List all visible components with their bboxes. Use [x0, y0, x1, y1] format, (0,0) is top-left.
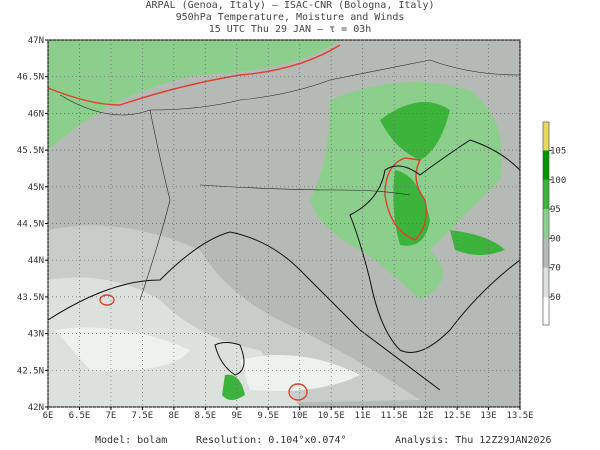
colorbar-frame [542, 121, 550, 326]
x-tick-label: 11E [355, 411, 371, 421]
moist-area [393, 170, 430, 246]
footer-analysis: Analysis: Thu 12Z29JAN2026 [395, 435, 552, 446]
y-tick-label: 45N [28, 183, 44, 193]
y-tick-label: 46.5N [17, 73, 44, 83]
moist-area [48, 40, 340, 150]
map-field [48, 40, 520, 407]
y-tick-label: 46N [28, 109, 44, 119]
header-line: ARPAL (Genoa, Italy) — ISAC-CNR (Bologna… [146, 0, 435, 11]
x-tick-label: 6.5E [69, 411, 91, 421]
coastline [214, 342, 245, 376]
border [139, 109, 171, 301]
footer-resolution: Resolution: 0.104°x0.074° [196, 435, 347, 446]
moist-area [380, 102, 450, 160]
y-tick-label: 44.5N [17, 220, 44, 230]
footer-model: Model: bolam [95, 435, 167, 446]
x-tick-label: 12.5E [444, 411, 471, 421]
colorbar-label: 95 [550, 205, 561, 215]
y-tick-label: 42.5N [17, 366, 44, 376]
colorbar-segment [543, 267, 549, 297]
colorbar-label: 100 [550, 176, 566, 186]
x-tick-label: 11.5E [381, 411, 408, 421]
coastline [48, 231, 441, 391]
x-tick-label: 10.5E [318, 411, 345, 421]
graticule: 6E 6.5E 7E 7.5E 8E 8.5E 9E 9.5E 10E 10.5E 11E 11.5E… [17, 36, 534, 421]
temperature-contour [288, 383, 308, 401]
temperature-contour [48, 44, 341, 106]
x-tick-label: 8.5E [194, 411, 216, 421]
x-tick-label: 8E [168, 411, 179, 421]
colorbar-label: 70 [550, 264, 561, 274]
colorbar-label: 105 [550, 147, 566, 157]
x-tick-label: 7.5E [132, 411, 154, 421]
x-tick-label: 6E [43, 411, 54, 421]
x-tick-label: 12E [417, 411, 433, 421]
x-tick-label: 9.5E [257, 411, 279, 421]
y-tick-label: 47N [28, 36, 44, 46]
colorbar-segment [543, 209, 549, 239]
colorbar-segment [543, 238, 549, 268]
colorbar-label: 50 [550, 293, 561, 303]
y-tick-label: 43.5N [17, 293, 44, 303]
border [199, 184, 411, 196]
x-tick-label: 13E [480, 411, 496, 421]
y-tick-label: 43N [28, 330, 44, 340]
x-tick-label: 9E [231, 411, 242, 421]
colorbar-segment [543, 150, 549, 180]
moist-area [222, 374, 245, 400]
coastline [349, 139, 520, 353]
moist-area [55, 327, 190, 371]
temperature-contour [99, 294, 115, 306]
y-tick-label: 45.5N [17, 146, 44, 156]
colorbar: 50 70 90 95 100 105 [542, 121, 566, 326]
header-line: 950hPa Temperature, Moisture and Winds [176, 12, 405, 23]
x-tick-label: 13.5E [506, 411, 533, 421]
moist-area [450, 230, 505, 255]
x-tick-label: 7E [106, 411, 117, 421]
colorbar-label: 90 [550, 234, 561, 244]
header-line: 15 UTC Thu 29 JAN — τ = 03h [209, 24, 372, 35]
temperature-contour [384, 157, 427, 241]
colorbar-segment [543, 179, 549, 210]
y-tick-label: 42N [28, 403, 44, 413]
border [59, 59, 520, 116]
y-tick-label: 44N [28, 256, 44, 266]
colorbar-segment [543, 122, 549, 151]
colorbar-segment [543, 297, 549, 325]
x-tick-label: 10E [292, 411, 308, 421]
